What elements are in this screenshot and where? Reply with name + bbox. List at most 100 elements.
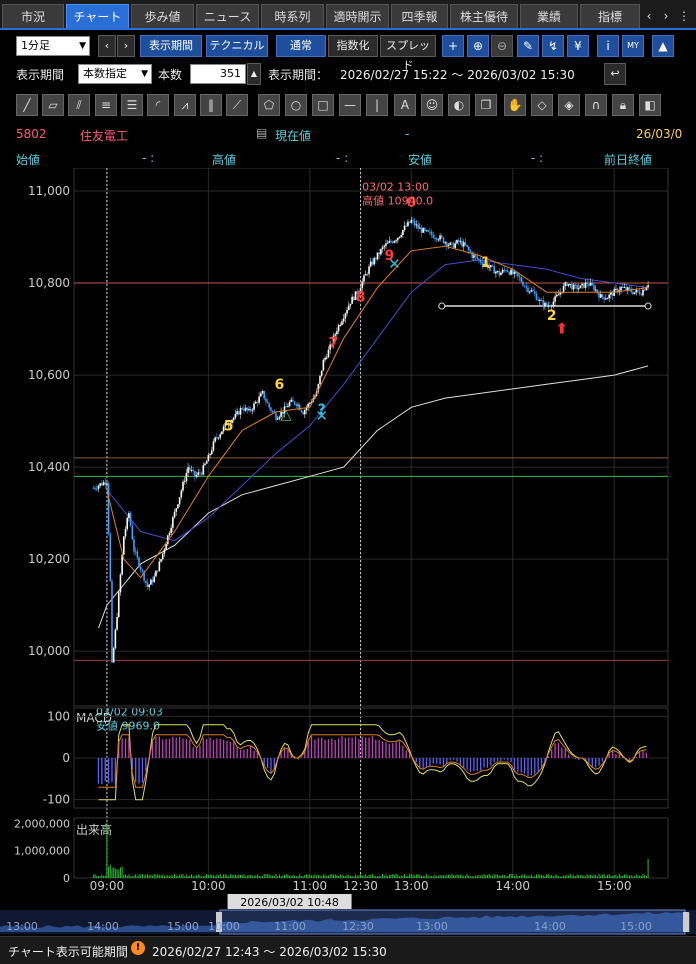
- candle-body: [358, 291, 360, 295]
- count-input[interactable]: 351: [190, 64, 246, 84]
- candle-body: [270, 407, 272, 411]
- pentagon-tool-icon[interactable]: ⬠: [258, 94, 280, 116]
- candle-body: [302, 411, 304, 415]
- candle-body: [528, 291, 531, 293]
- cross-marker-icon: ✕: [315, 407, 328, 425]
- candle-body: [637, 290, 639, 292]
- hand-tool-icon[interactable]: ✋: [504, 94, 526, 116]
- candle-body: [402, 230, 404, 236]
- tab-performance[interactable]: 業績: [520, 4, 578, 28]
- line-tool-icon[interactable]: ╱: [16, 94, 38, 116]
- candle-body: [412, 220, 414, 222]
- candle-body: [552, 301, 555, 306]
- candle-body: [601, 294, 604, 298]
- tab-prev-icon[interactable]: ‹: [646, 9, 652, 23]
- zoom-out-icon[interactable]: ⊖: [491, 35, 513, 57]
- tab-more-icon[interactable]: ⋮: [678, 9, 690, 23]
- count-stepper[interactable]: ▲: [247, 63, 261, 85]
- tab-ticks[interactable]: 歩み値: [131, 4, 194, 28]
- candle-body: [95, 488, 98, 490]
- magnet-tool-icon[interactable]: ∩: [585, 94, 607, 116]
- candle-body: [112, 648, 115, 663]
- normal-button[interactable]: 通常: [276, 35, 326, 57]
- vwap-line: [98, 365, 649, 629]
- fan-tool-icon[interactable]: ⩘: [174, 94, 196, 116]
- signal-icon[interactable]: ↯: [542, 35, 564, 57]
- my-icon[interactable]: MY: [622, 35, 644, 57]
- index-button[interactable]: 指数化: [328, 35, 378, 57]
- ruler-tool-icon[interactable]: ▱: [42, 94, 64, 116]
- text-tool-icon[interactable]: A: [394, 94, 416, 116]
- candle-body: [567, 284, 570, 286]
- candle-body: [407, 221, 409, 227]
- tab-market[interactable]: 市況: [2, 4, 64, 28]
- period-mode-value: 本数指定: [83, 67, 127, 80]
- eraser-tool-icon[interactable]: ◇: [531, 94, 553, 116]
- emoji-tool-icon[interactable]: ☺: [421, 94, 443, 116]
- channel-tool-icon[interactable]: ⫽: [68, 94, 90, 116]
- price-chart[interactable]: 11,000 10,800 10,600 10,400 10,200 10,000 5 6 7…: [0, 168, 696, 936]
- tab-next-icon[interactable]: ›: [663, 9, 669, 23]
- mountain-chart-icon[interactable]: ▲: [652, 35, 674, 57]
- vline-tool-icon[interactable]: |: [366, 94, 388, 116]
- candle-body: [183, 481, 186, 483]
- candle-body: [581, 283, 583, 286]
- technical-button[interactable]: テクニカル: [206, 35, 268, 57]
- period-mode-select[interactable]: 本数指定 ▼: [78, 64, 152, 84]
- candle-body: [495, 271, 497, 274]
- info-icon[interactable]: i: [597, 35, 619, 57]
- hlines-tool-icon[interactable]: ≡: [95, 94, 117, 116]
- candle-body: [356, 291, 359, 295]
- copy-tool-icon[interactable]: ❐: [475, 94, 497, 116]
- zoom-in-icon[interactable]: ⊕: [467, 35, 489, 57]
- eraser-all-tool-icon[interactable]: ◈: [558, 94, 580, 116]
- prev-button[interactable]: ‹: [98, 35, 116, 57]
- tab-benefits[interactable]: 株主優待: [450, 4, 518, 28]
- fibonacci-tool-icon[interactable]: ☰: [121, 94, 143, 116]
- candle-body: [440, 235, 443, 238]
- period-button[interactable]: 表示期間: [140, 35, 202, 57]
- hline-tool-icon[interactable]: —: [339, 94, 361, 116]
- visibility-tool-icon[interactable]: ◧: [639, 94, 661, 116]
- reset-button[interactable]: ↩: [604, 63, 626, 85]
- next-button[interactable]: ›: [117, 35, 135, 57]
- tab-chart[interactable]: チャート: [66, 4, 129, 28]
- candle-body: [408, 221, 411, 223]
- candle-body: [216, 437, 218, 439]
- pencil-icon[interactable]: ✎: [517, 35, 539, 57]
- tab-shikiho[interactable]: 四季報: [391, 4, 448, 28]
- candle-body: [359, 287, 362, 292]
- candle-body: [102, 482, 105, 486]
- candle-body: [124, 529, 127, 537]
- candle-body: [217, 437, 220, 439]
- gann-tool-icon[interactable]: ⟋: [226, 94, 248, 116]
- yen-icon[interactable]: ¥: [567, 35, 589, 57]
- tab-disclosure[interactable]: 適時開示: [326, 4, 389, 28]
- arc-tool-icon[interactable]: ◜: [147, 94, 169, 116]
- rectangle-tool-icon[interactable]: □: [312, 94, 334, 116]
- candle-body: [430, 231, 433, 235]
- spread-button[interactable]: スプレッド: [380, 35, 436, 72]
- candle-body: [554, 296, 556, 302]
- lock-tool-icon[interactable]: 🔒︎: [612, 94, 634, 116]
- plus-icon[interactable]: +: [442, 35, 464, 57]
- candle-body: [209, 454, 211, 456]
- candle-body: [178, 497, 181, 505]
- candle-body: [474, 255, 477, 257]
- candle-body: [373, 258, 375, 265]
- candle-body: [632, 291, 634, 295]
- cursor-tool-icon[interactable]: ◐: [448, 94, 470, 116]
- candle-body: [555, 294, 558, 297]
- candle-body: [263, 390, 265, 399]
- tab-indicators[interactable]: 指標: [580, 4, 640, 28]
- candle-body: [451, 242, 453, 244]
- tab-news[interactable]: ニュース: [196, 4, 259, 28]
- candle-body: [116, 617, 118, 630]
- circle-tool-icon[interactable]: ○: [285, 94, 307, 116]
- interval-select[interactable]: 1分足 ▼: [16, 36, 90, 56]
- trend-line-handle: [644, 302, 652, 310]
- candle-body: [324, 357, 326, 360]
- tab-timeseries[interactable]: 時系列: [261, 4, 324, 28]
- vlines-tool-icon[interactable]: ‖: [200, 94, 222, 116]
- y-axis: 11,000 10,800 10,600 10,400 10,200 10,000: [28, 184, 70, 658]
